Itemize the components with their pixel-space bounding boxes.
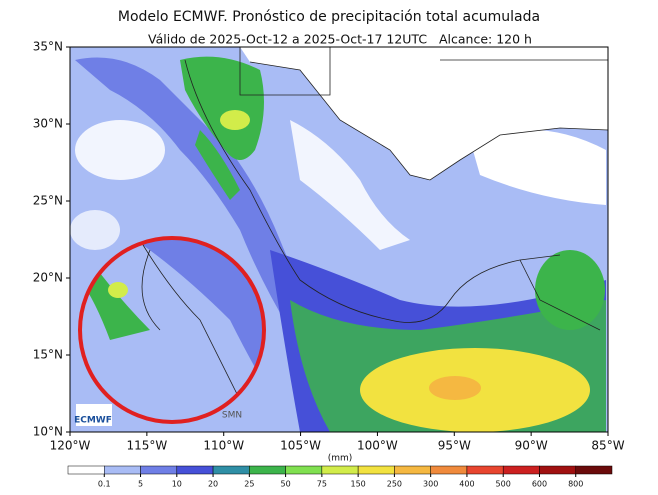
- colorbar-tick-label: 10: [172, 480, 182, 489]
- colorbar-tick-label: 150: [350, 480, 365, 489]
- colorbar-segment: [502, 465, 540, 475]
- x-tick-label: 115°W: [126, 439, 167, 453]
- colorbar-tick-label: 500: [496, 480, 511, 489]
- colorbar-segment: [357, 465, 395, 475]
- x-tick-label: 110°W: [203, 439, 244, 453]
- title: Modelo ECMWF. Pronóstico de precipitació…: [118, 9, 540, 25]
- x-tick-label: 100°W: [357, 439, 398, 453]
- colorbar-segment: [430, 465, 468, 475]
- colorbar-tick-label: 25: [244, 480, 254, 489]
- colorbar-segment: [249, 465, 286, 475]
- inset: [78, 236, 266, 424]
- map-frame: [69, 46, 609, 433]
- colorbar-tick-label: 400: [459, 480, 474, 489]
- y-tick-label: 25°N: [33, 194, 63, 208]
- colorbar-segment: [176, 465, 214, 475]
- y-tick-label: 10°N: [33, 425, 63, 439]
- y-tick-label: 15°N: [33, 348, 63, 362]
- logos: ECMWF SMN: [74, 404, 242, 426]
- colorbar-tick-label: 800: [568, 480, 583, 489]
- colorbar-segment: [140, 465, 178, 475]
- y-tick-label: 35°N: [33, 40, 63, 54]
- logo-text: ECMWF: [74, 416, 112, 426]
- x-tick-label: 95°W: [438, 439, 471, 453]
- colorbar-segment: [575, 465, 613, 475]
- colorbar-tick-label: 75: [317, 480, 327, 489]
- colorbar-segment: [67, 465, 105, 475]
- colorbar-tick-label: 300: [423, 480, 438, 489]
- colorbar-tick-label: 250: [387, 480, 402, 489]
- y-tick-label: 20°N: [33, 271, 63, 285]
- colorbar-tick-label: 5: [138, 480, 143, 489]
- colorbar-tick-label: 20: [208, 480, 218, 489]
- x-tick-label: 105°W: [280, 439, 321, 453]
- x-tick-label: 120°W: [50, 439, 91, 453]
- colorbar-segment: [394, 465, 431, 475]
- colorbar-segment: [212, 465, 250, 475]
- y-tick-label: 30°N: [33, 117, 63, 131]
- colorbar-label: (mm): [328, 454, 353, 464]
- colorbar-segment: [321, 465, 359, 475]
- x-tick-label: 85°W: [591, 439, 624, 453]
- colorbar-tick-label: 0.1: [98, 480, 111, 489]
- colorbar-tick-label: 600: [532, 480, 547, 489]
- colorbar-segment: [539, 465, 576, 475]
- colorbar-tick-label: 50: [281, 480, 291, 489]
- logo-text: SMN: [222, 411, 242, 421]
- colorbar-segment: [285, 465, 323, 475]
- x-tick-label: 90°W: [515, 439, 548, 453]
- subtitle: Válido de 2025-Oct-12 a 2025-Oct-17 12UT…: [148, 32, 532, 47]
- colorbar-segment: [104, 465, 141, 475]
- colorbar-segment: [466, 465, 504, 475]
